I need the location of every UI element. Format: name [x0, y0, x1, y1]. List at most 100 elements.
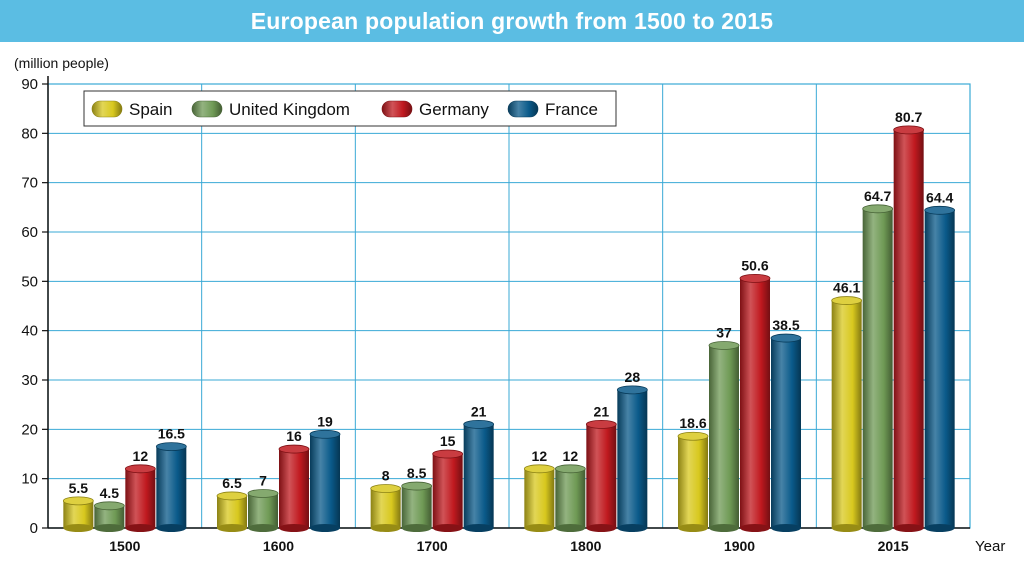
bar-cap: [278, 444, 310, 454]
data-label: 38.5: [772, 317, 799, 333]
bar-base: [125, 524, 156, 532]
legend-item-france: France: [507, 100, 598, 119]
bar-spain-1500: 5.5: [62, 480, 94, 532]
legend-swatch: [381, 100, 413, 118]
bar-base: [771, 524, 801, 532]
bar-france-1700: 21: [463, 403, 495, 532]
x-tick-label: 2015: [878, 538, 909, 554]
data-label: 18.6: [679, 415, 706, 431]
bar: [709, 345, 739, 528]
bar-base: [156, 524, 187, 532]
data-label: 12: [532, 448, 548, 464]
data-label: 12: [563, 448, 579, 464]
bar: [617, 389, 648, 528]
legend: Spain United Kingdom Germany France: [83, 90, 617, 127]
bar: [401, 486, 432, 528]
bar-cap: [893, 125, 925, 135]
bar-united-kingdom-1700: 8.5: [401, 465, 433, 532]
data-label: 37: [716, 324, 732, 340]
bar-base: [740, 524, 770, 532]
bar-france-1500: 16.5: [155, 426, 187, 532]
legend-swatch: [91, 100, 123, 118]
bars: 5.5 4.5 12 16.5 6.5 7 16 19 8 8.5 15 21 12 12 21 28 18.6…: [62, 109, 956, 532]
bar-base: [924, 524, 955, 532]
bar-united-kingdom-1800: 12: [554, 448, 586, 532]
legend-item-germany: Germany: [381, 100, 489, 119]
bar: [279, 449, 309, 528]
bar-cap: [463, 419, 495, 429]
bar-france-1800: 28: [616, 369, 648, 532]
bar-spain-2015: 46.1: [831, 280, 863, 532]
bar-base: [310, 524, 340, 532]
bar-spain-1800: 12: [523, 448, 555, 532]
bar-cap: [523, 464, 555, 474]
x-tick-label: 1800: [570, 538, 601, 554]
bar-base: [893, 524, 924, 532]
bar: [125, 468, 156, 528]
bar-cap: [432, 449, 464, 459]
data-label: 12: [133, 448, 149, 464]
bar-cap: [831, 296, 863, 305]
data-label: 80.7: [895, 109, 922, 125]
bar-cap: [370, 484, 402, 493]
bar: [94, 505, 125, 528]
y-tick-label: 60: [21, 224, 38, 241]
bar-united-kingdom-1600: 7: [247, 472, 279, 532]
data-label: 4.5: [100, 485, 120, 501]
data-label: 16.5: [158, 426, 185, 442]
bar-cap: [93, 501, 125, 511]
bar-france-1900: 38.5: [770, 317, 802, 532]
legend-item-united-kingdom: United Kingdom: [191, 100, 350, 119]
bar: [463, 424, 494, 528]
legend-swatch: [507, 100, 539, 118]
bar-base: [463, 524, 494, 532]
chart-title: European population growth from 1500 to …: [0, 0, 1024, 42]
bar-united-kingdom-2015: 64.7: [862, 188, 894, 532]
bar: [432, 454, 463, 528]
legend-label: Spain: [129, 100, 172, 119]
bar-base: [370, 524, 401, 532]
bar-cap: [585, 419, 617, 429]
bar-spain-1900: 18.6: [677, 415, 709, 532]
bar-germany-1900: 50.6: [739, 257, 771, 532]
bar-spain-1600: 6.5: [216, 475, 248, 532]
bar-germany-1800: 21: [585, 403, 617, 532]
bar: [586, 424, 617, 528]
bar: [156, 446, 187, 528]
bar-base: [617, 524, 648, 532]
bar-cap: [216, 491, 248, 501]
y-tick-label: 40: [21, 323, 38, 340]
data-label: 7: [259, 472, 267, 488]
bar-cap: [739, 273, 771, 283]
legend-swatch: [191, 100, 223, 118]
data-label: 28: [625, 369, 641, 385]
data-label: 21: [471, 403, 487, 419]
data-label: 8: [382, 468, 390, 484]
y-tick-label: 50: [21, 273, 38, 290]
bar-base: [862, 524, 893, 532]
bar-cap: [62, 496, 94, 506]
bar-cap: [247, 489, 279, 498]
x-tick-label: 1700: [417, 538, 448, 554]
bar-cap: [309, 429, 341, 439]
bar: [678, 436, 708, 528]
bar-united-kingdom-1500: 4.5: [93, 485, 125, 532]
x-axis-label: Year: [975, 538, 1005, 555]
bar-cap: [862, 204, 894, 214]
bar-base: [709, 524, 739, 532]
data-label: 64.7: [864, 188, 891, 204]
bar: [524, 468, 555, 528]
bar-cap: [770, 333, 802, 343]
bar-spain-1700: 8: [370, 468, 402, 532]
y-tick-label: 80: [21, 125, 38, 142]
y-tick-label: 0: [30, 520, 38, 537]
data-label: 15: [440, 433, 456, 449]
data-label: 16: [286, 428, 302, 444]
bar-base: [279, 524, 309, 532]
data-label: 8.5: [407, 465, 427, 481]
y-tick-label: 20: [21, 421, 38, 438]
bar-germany-1700: 15: [432, 433, 464, 532]
data-label: 21: [594, 403, 610, 419]
grid: [47, 76, 971, 529]
